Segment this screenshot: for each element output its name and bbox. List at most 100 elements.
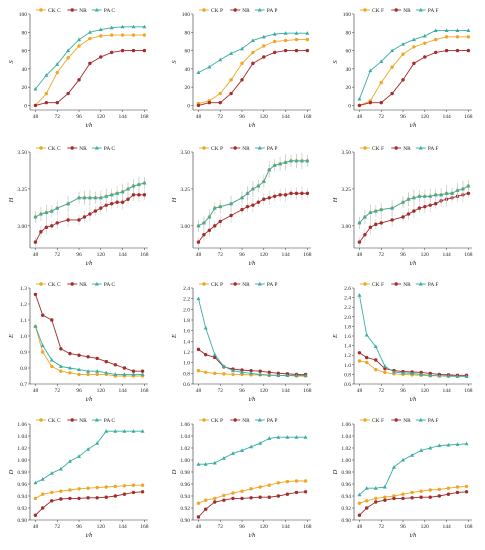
x-tick-label: 144 (118, 252, 127, 258)
data-point (455, 188, 460, 192)
x-tick-label: 168 (464, 388, 473, 394)
series-line (198, 491, 306, 518)
y-tick-label: 0.7 (20, 382, 27, 388)
series-pa (196, 435, 308, 466)
data-point (120, 48, 125, 53)
legend-marker (70, 282, 74, 286)
data-point (66, 218, 70, 222)
data-point (41, 492, 45, 496)
y-tick-label: 2.0 (344, 315, 351, 321)
x-tick-label: 96 (400, 114, 406, 120)
data-point (131, 193, 136, 197)
data-point (391, 465, 396, 469)
data-point (240, 496, 244, 501)
data-point (422, 33, 427, 38)
x-tick-label: 72 (378, 388, 384, 394)
data-point (374, 500, 378, 504)
data-point (86, 486, 90, 490)
data-point (240, 368, 244, 372)
x-tick-label: 120 (421, 388, 430, 394)
y-tick-label: 0.8 (183, 371, 190, 377)
panel-3-2: 0.90 0.92 0.94 0.96 0.98 1.00 1.02 1.04 1.06 48 72… (332, 417, 473, 539)
data-point (55, 62, 60, 66)
data-point (289, 158, 294, 163)
data-point (401, 78, 405, 82)
data-point (231, 496, 235, 501)
data-point (33, 480, 38, 485)
y-tick-label: 1.00 (180, 458, 190, 464)
data-point (383, 495, 387, 499)
legend-marker (418, 417, 423, 422)
y-tick-label: 80 (22, 30, 28, 36)
legend-marker (363, 146, 367, 150)
series-nr (357, 490, 469, 517)
x-tick-label: 48 (33, 252, 39, 258)
data-point (272, 50, 277, 55)
legend-marker (394, 282, 398, 286)
data-point (258, 495, 262, 499)
data-point (374, 496, 378, 501)
data-point (115, 191, 120, 195)
y-tick-label: 2.4 (344, 296, 351, 302)
x-tick-label: 48 (357, 388, 363, 394)
y-axis-label: E (332, 334, 339, 339)
y-tick-label: 0.6 (344, 382, 351, 388)
data-point (66, 56, 70, 60)
legend-label: CK P (211, 282, 223, 288)
x-tick-label: 72 (378, 252, 384, 258)
y-tick-label: 100 (19, 12, 28, 18)
data-point (240, 78, 244, 82)
x-axis-label: t/h (86, 396, 93, 403)
x-tick-label: 96 (400, 252, 406, 258)
data-point (294, 37, 299, 42)
legend-label: NR (403, 282, 411, 288)
data-point (240, 370, 245, 374)
x-axis-label: t/h (410, 260, 417, 267)
data-point (357, 513, 362, 517)
data-point (221, 456, 226, 460)
data-point (44, 91, 49, 96)
data-point (204, 352, 208, 357)
data-point (379, 207, 384, 212)
data-point (374, 222, 378, 227)
y-tick-label: 0.9 (20, 350, 27, 356)
data-point (77, 353, 81, 357)
data-point (272, 163, 277, 167)
x-tick-label: 96 (239, 388, 245, 394)
data-point (142, 180, 147, 185)
y-tick-label: 100 (343, 12, 352, 18)
data-point (251, 203, 255, 207)
y-tick-label: 1.00 (341, 458, 351, 464)
data-point (67, 459, 72, 463)
data-point (33, 292, 38, 297)
data-point (294, 191, 299, 196)
data-point (212, 352, 217, 357)
x-axis-label: t/h (410, 396, 417, 403)
legend: CK C NR PA C (36, 417, 115, 424)
data-point (140, 483, 145, 487)
data-point (410, 453, 415, 457)
x-tick-label: 144 (281, 114, 290, 120)
data-point (131, 429, 136, 433)
y-tick-label: 3.00 (180, 224, 190, 230)
data-point (131, 33, 136, 37)
data-point (201, 220, 206, 225)
data-point (464, 490, 469, 494)
data-point (196, 240, 201, 244)
data-point (82, 195, 87, 200)
data-point (218, 204, 223, 209)
data-point (267, 483, 271, 487)
legend-marker (202, 418, 206, 422)
data-point (422, 194, 427, 198)
data-point (59, 347, 63, 351)
data-point (406, 212, 411, 216)
data-point (285, 492, 290, 496)
legend-label: CK C (48, 282, 61, 288)
data-point (87, 195, 92, 200)
data-point (303, 490, 308, 494)
data-point (392, 496, 396, 501)
data-point (126, 197, 130, 201)
legend-marker (94, 7, 99, 12)
data-point (305, 48, 310, 53)
x-tick-label: 168 (303, 252, 312, 258)
